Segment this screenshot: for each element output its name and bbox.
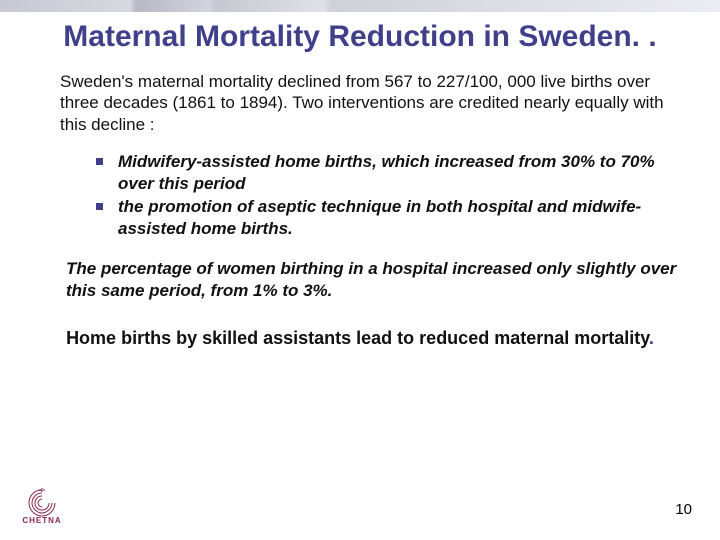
logo: CHETNA [16,486,68,530]
conclusion-paragraph: Home births by skilled assistants lead t… [42,327,678,350]
logo-text: CHETNA [22,516,61,525]
slide-content: Maternal Mortality Reduction in Sweden. … [0,12,720,350]
conclusion-fullstop: . [649,328,654,348]
slide-title: Maternal Mortality Reduction in Sweden. … [32,20,688,53]
list-item: the promotion of aseptic technique in bo… [92,196,682,240]
intro-paragraph: Sweden's maternal mortality declined fro… [60,71,682,135]
conclusion-text: Home births by skilled assistants lead t… [66,328,649,348]
logo-swirl-icon [25,486,59,518]
list-item: Midwifery-assisted home births, which in… [92,151,682,195]
top-decorative-band [0,0,720,12]
note-paragraph: The percentage of women birthing in a ho… [66,258,682,302]
page-number: 10 [675,501,692,518]
bullet-list: Midwifery-assisted home births, which in… [92,151,682,240]
